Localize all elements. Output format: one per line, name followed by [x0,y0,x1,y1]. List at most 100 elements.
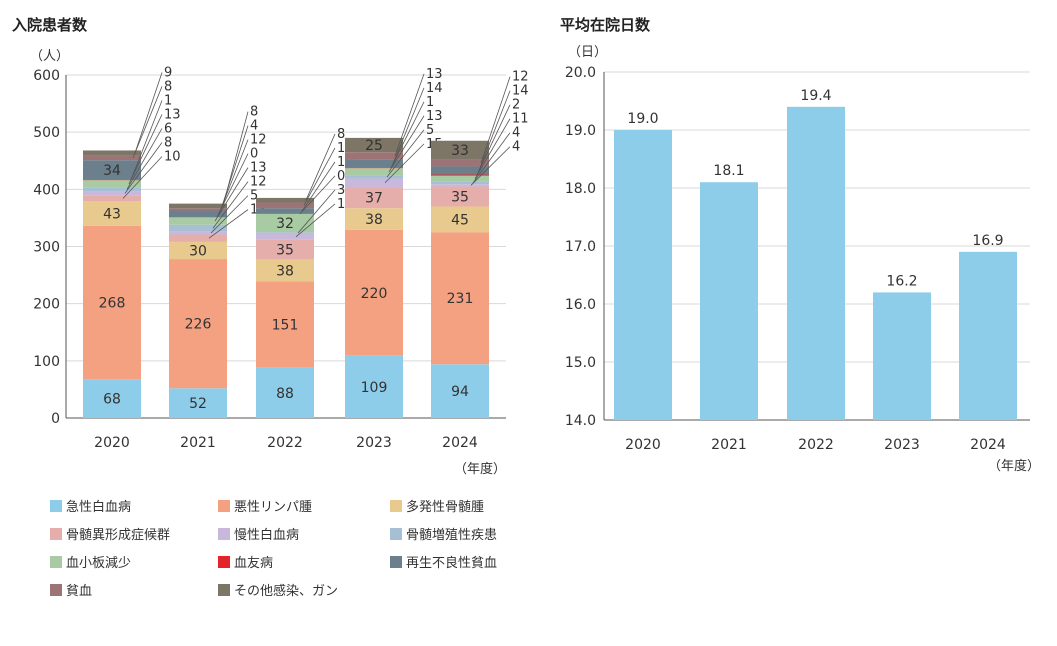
bar-segment [83,201,141,226]
data-label: 16.9 [972,233,1003,249]
y-tick-label: 16.0 [565,297,596,313]
bar [959,251,1017,420]
bar-segment [431,206,489,233]
bar-segment [169,259,227,389]
legend-swatch [390,499,402,512]
bar-segment [431,159,489,167]
data-label: 8 [337,127,345,142]
data-label: 1 [426,95,434,110]
data-label: 25 [365,138,383,154]
legend-label: その他感染、ガン [234,584,339,599]
data-label: 18.1 [713,163,744,179]
data-label: 13 [164,107,181,122]
bar-segment [256,213,314,233]
data-label: 33 [451,143,469,159]
callout-line [384,143,425,184]
y-tick-label: 19.0 [565,123,596,139]
data-label: 14 [512,84,529,99]
bar-segment [345,208,403,230]
callout-line [222,111,249,207]
legend-label: 血小板減少 [66,556,132,571]
legend-label: 骨髄増殖性疾患 [406,528,498,543]
bar-segment [83,225,141,380]
y-tick-label: 600 [33,68,60,84]
bar-segment [169,208,227,211]
bar-segment [431,174,489,176]
bar [700,182,758,420]
bar-segment [345,175,403,179]
bar-segment [431,184,489,187]
bar-segment [169,241,227,260]
data-label: 1 [164,93,172,108]
x-tick-label: 2021 [711,437,747,453]
data-label: 6 [164,121,172,136]
x-tick-label: 2024 [442,435,478,451]
y-tick-label: 300 [33,240,60,256]
y-tick-label: 500 [33,125,60,141]
y-tick-label: 18.0 [565,181,596,197]
legend-item: 骨髄増殖性疾患 [390,524,497,543]
average-stay-bar-chart: 14.0 15.0 16.0 17.0 18.0 19.0 20.0 （日） （年度） 19.0 2… [565,45,1040,474]
data-label: 11 [512,112,529,127]
data-label: 13 [250,161,267,176]
bar [873,292,931,420]
data-label: 0 [337,169,345,184]
bar-segment [431,364,489,418]
legend-item: 血友病 [218,552,273,571]
x-tick-label: 2020 [625,437,661,453]
bar-segment [345,178,403,188]
callout-line [474,118,511,179]
bar-segment [345,187,403,209]
legend-swatch [50,527,62,540]
legend-label: 多発性骨髄腫 [406,500,485,515]
y-tick-label: 17.0 [565,239,596,255]
callout-line [295,203,336,238]
callout-line [134,72,163,154]
callout-line [212,181,249,229]
callout-line [472,132,511,184]
data-label: 0 [250,147,258,162]
bar-segment [169,231,227,235]
bar-segment [431,166,489,175]
bar-segment [345,168,403,176]
bar-segment [83,191,141,196]
callout-line [126,128,163,190]
data-label: 94 [451,384,469,400]
data-label: 32 [276,216,294,232]
legend-swatch [218,527,230,540]
bar-segment [256,233,314,240]
legend-item: その他感染、ガン [218,580,338,599]
bar-segment [169,234,227,242]
legend-label: 骨髄異形成症候群 [66,528,171,543]
data-label: 8 [164,79,172,94]
stay-chart-title: 平均在院日数 [560,16,651,34]
data-label: 3 [337,183,345,198]
bar-segment [83,187,141,192]
x-tick-label: 2024 [970,437,1006,453]
legend-swatch [390,527,402,540]
bar-segment [345,229,403,356]
y-tick-label: 20.0 [565,65,596,81]
callout-line [301,161,336,212]
callout-line [122,156,163,199]
bar-segment [169,388,227,418]
bar-segment [169,210,227,218]
y-tick-label: 14.0 [565,413,596,429]
x-axis-label: （年度） [454,461,506,477]
legend-swatch [50,583,62,596]
legend-item: 再生不良性貧血 [390,552,497,571]
data-label: 226 [185,317,212,333]
bar-segment [256,367,314,418]
data-label: 12 [250,133,267,148]
data-label: 13 [426,67,443,82]
legend-item: 貧血 [50,580,92,599]
bar-segment [256,239,314,260]
bar-segment [83,160,141,180]
data-label: 45 [451,212,469,228]
bar-segment [345,355,403,418]
bar-segment [345,137,403,153]
bar-segment [256,208,314,214]
data-label: 220 [361,286,388,302]
data-label: 12 [512,70,529,85]
